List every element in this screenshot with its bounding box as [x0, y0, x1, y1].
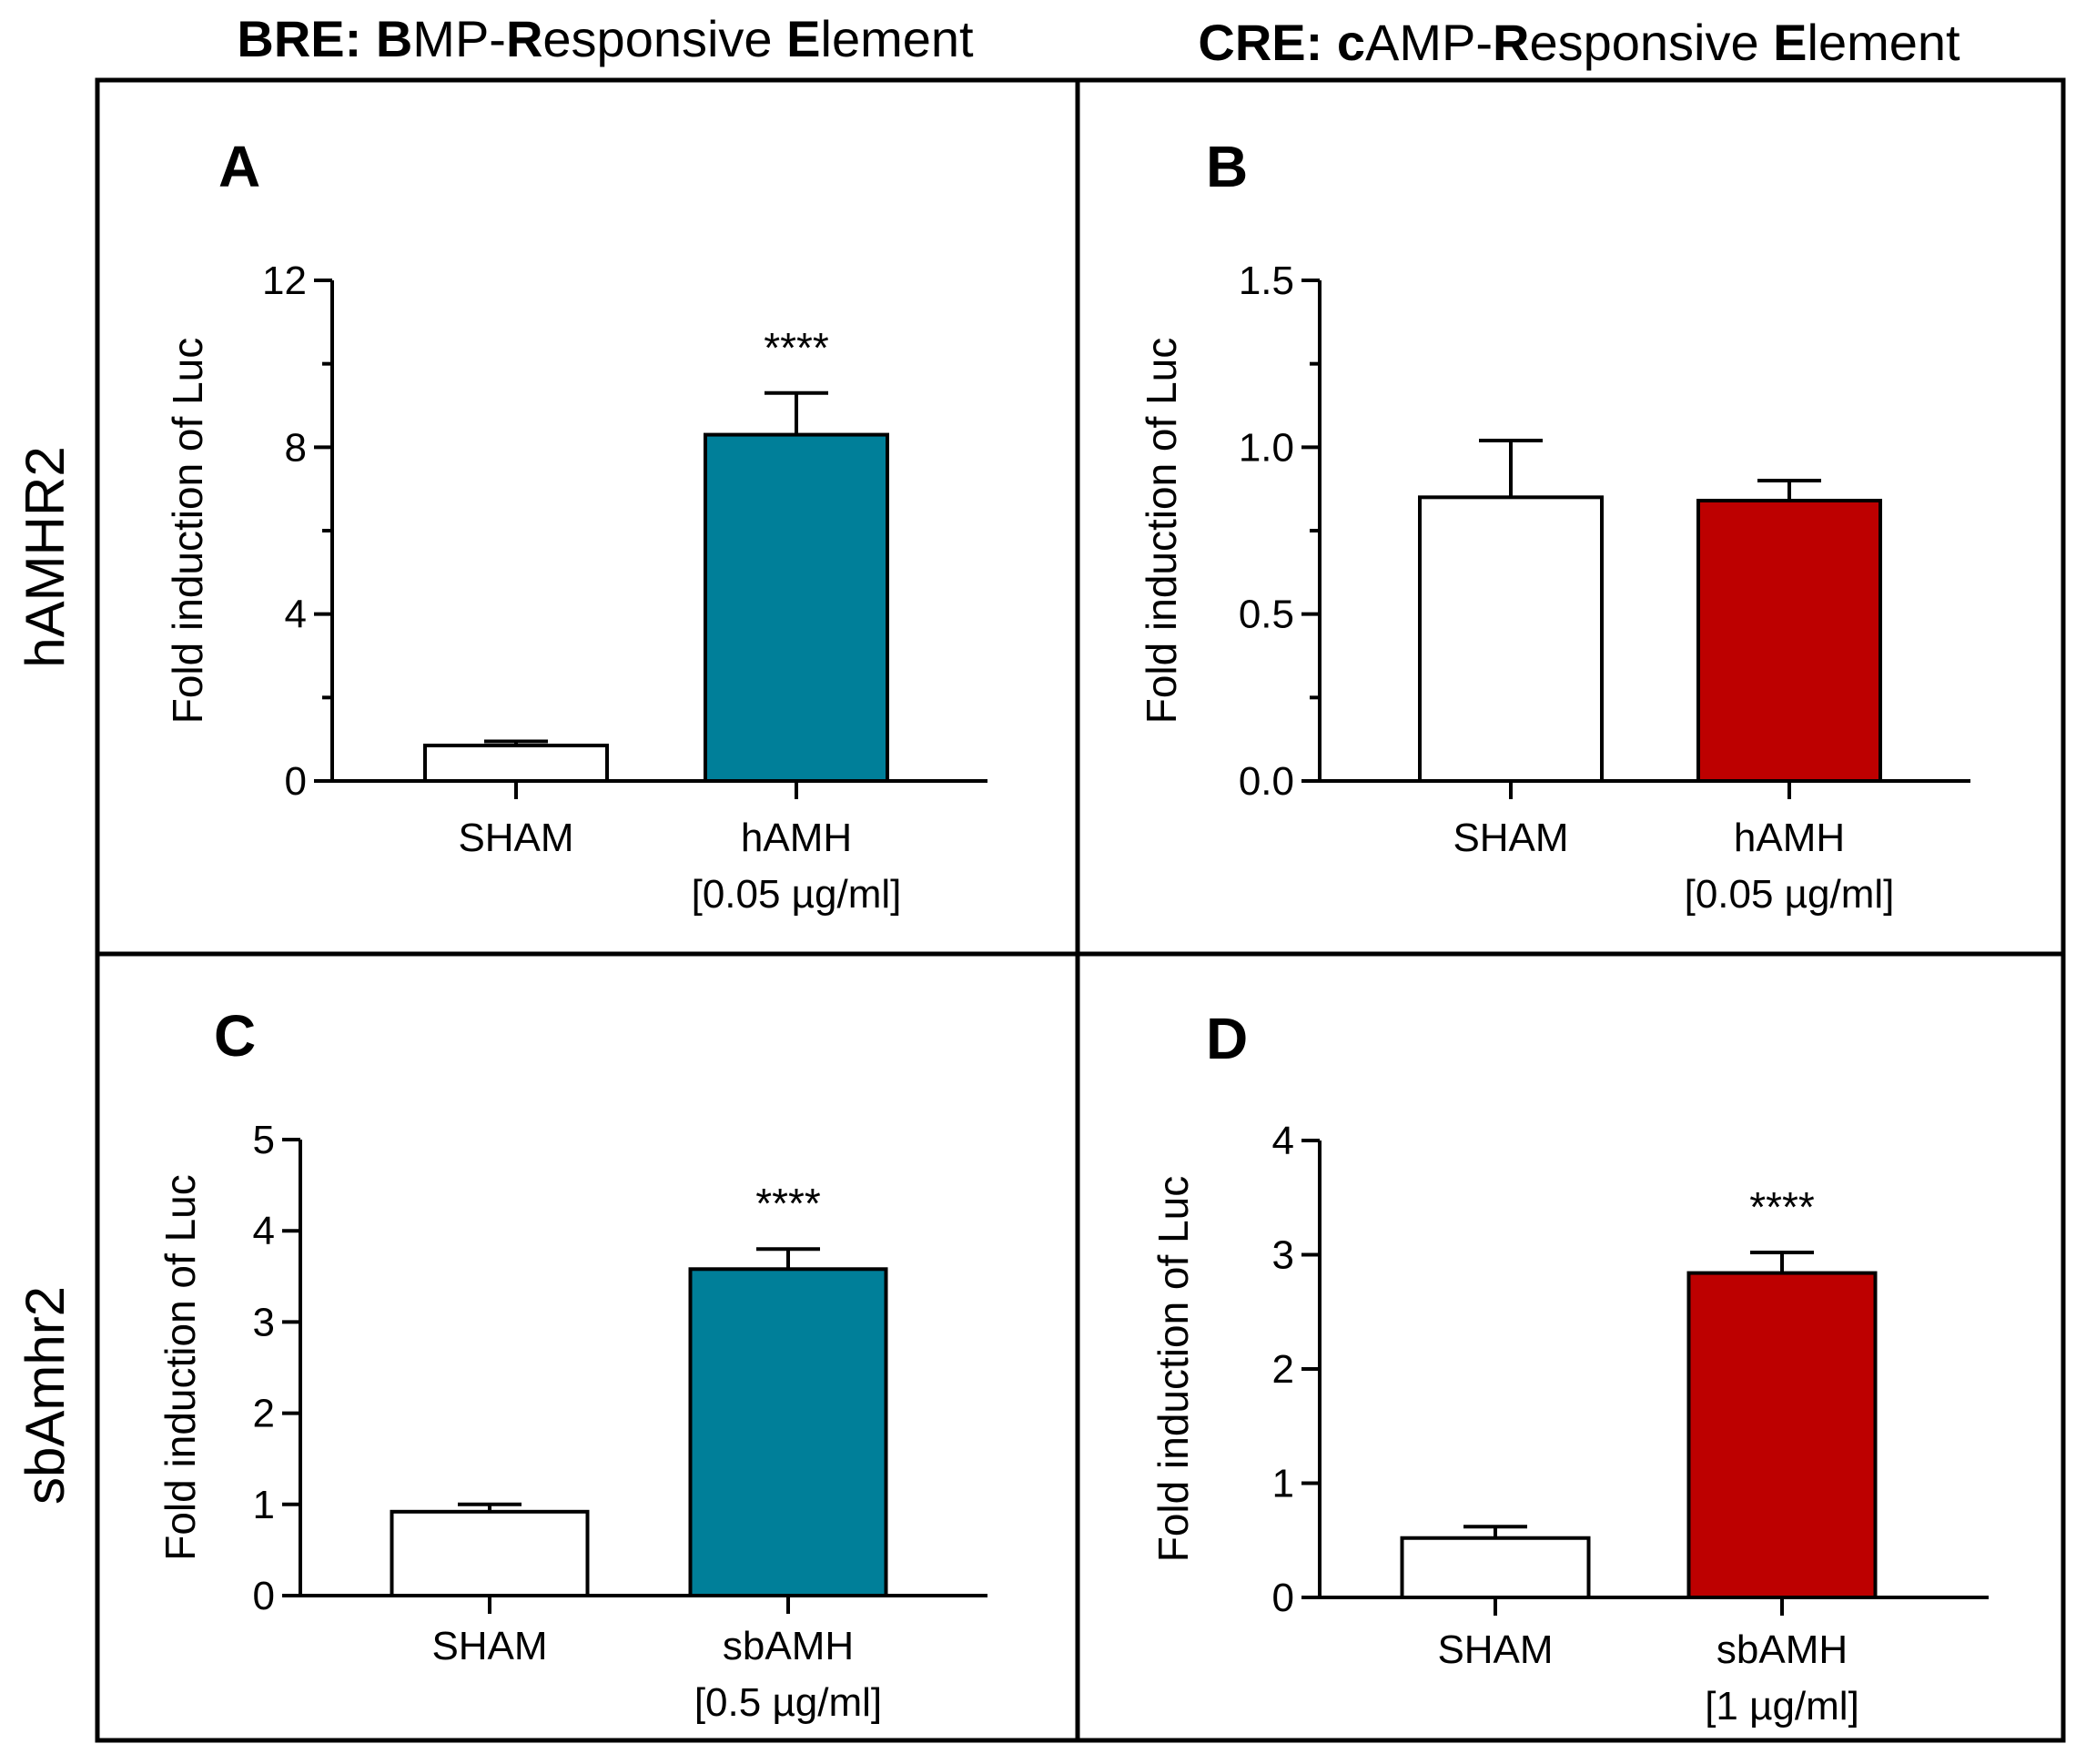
y-tick-label: 1.5	[1239, 259, 1294, 303]
y-tick-label: 12	[262, 259, 307, 303]
bar-sham	[1400, 1536, 1591, 1599]
y-tick-label: 0	[285, 759, 307, 804]
column-title-run: esponsive	[542, 10, 786, 67]
column-title-run: R	[1493, 14, 1529, 71]
significance-label: ****	[764, 324, 829, 371]
y-tick-label: 2	[253, 1392, 275, 1436]
significance-label: ****	[1749, 1183, 1815, 1231]
y-tick-label: 0.5	[1239, 593, 1294, 637]
bar-sham	[1418, 495, 1604, 783]
x-category-label: SHAM	[1453, 816, 1568, 860]
x-category-label: [1 µg/ml]	[1705, 1684, 1859, 1729]
panel-b: B Fold induction of Luc 0.0 0.5 1.0 1.5 SHAM hA…	[1138, 134, 1970, 917]
y-tick-label: 4	[285, 593, 307, 637]
bar-treatment	[688, 1267, 888, 1598]
column-title-run: esponsive	[1529, 14, 1773, 71]
x-category-label: [0.05 µg/ml]	[692, 872, 902, 917]
significance-label: ****	[755, 1180, 821, 1227]
x-category-label: sbAMH	[723, 1624, 854, 1668]
y-tick-label: 5	[253, 1118, 275, 1162]
y-tick-label: 4	[1272, 1119, 1294, 1163]
x-category-label: hAMH	[1734, 816, 1845, 860]
row-title-sbamhr2: sbAmhr2	[15, 1286, 76, 1505]
panel-a: A Fold induction of Luc 0 4 8 12 SHAM hAMH [0.05…	[164, 134, 987, 917]
y-tick-label: 1	[1272, 1462, 1294, 1506]
column-title-run: MP-	[412, 10, 506, 67]
y-axis-label: Fold induction of Luc	[1149, 1176, 1197, 1563]
panel-letter: B	[1206, 134, 1248, 199]
column-title-run: E	[1773, 14, 1807, 71]
bar-treatment	[1686, 1271, 1878, 1599]
column-title-run: B	[376, 10, 412, 67]
row-title-hamhr2: hAMHR2	[15, 446, 76, 667]
bar-sham	[390, 1509, 590, 1598]
x-category-label: [0.5 µg/ml]	[694, 1680, 882, 1725]
y-tick-label: 8	[285, 425, 307, 470]
panel-letter: A	[218, 134, 260, 199]
column-title-run: c	[1337, 14, 1365, 71]
x-category-label: SHAM	[1437, 1627, 1553, 1672]
y-tick-label: 3	[1272, 1233, 1294, 1278]
column-title-run: lement	[821, 10, 975, 67]
panel-d: D Fold induction of Luc 0 1 2 3 4 SHAM sbAMH [1 µ…	[1149, 1006, 1989, 1729]
y-tick-label: 0	[1272, 1576, 1294, 1620]
y-axis-label: Fold induction of Luc	[1138, 338, 1185, 725]
column-title-run: CRE:	[1198, 14, 1336, 71]
y-tick-label: 2	[1272, 1347, 1294, 1392]
column-title-run: lement	[1808, 14, 1961, 71]
panel-letter: D	[1206, 1006, 1248, 1071]
y-tick-label: 4	[253, 1209, 275, 1253]
y-tick-label: 1	[253, 1483, 275, 1527]
y-axis-label: Fold induction of Luc	[157, 1174, 204, 1561]
panel-letter: C	[214, 1003, 256, 1069]
column-title-run: BRE:	[237, 10, 375, 67]
bar-treatment	[1696, 499, 1882, 783]
x-category-label: SHAM	[431, 1624, 547, 1668]
panel-grid-border	[95, 77, 2066, 1743]
x-category-label: hAMH	[741, 816, 852, 860]
column-title-run: E	[786, 10, 820, 67]
x-category-label: [0.05 µg/ml]	[1685, 872, 1895, 917]
y-tick-label: 0	[253, 1574, 275, 1618]
y-axis-label: Fold induction of Luc	[164, 338, 211, 725]
bar-sham	[423, 744, 609, 784]
bar-treatment	[704, 432, 889, 783]
panel-c: C Fold induction of Luc 0 1 2 3 4 5 SHAM sbAMH [0.…	[157, 1003, 987, 1725]
y-tick-label: 3	[253, 1300, 275, 1344]
x-category-label: SHAM	[458, 816, 573, 860]
column-title-bre: BRE: BMP-Responsive Element	[237, 10, 974, 67]
column-title-cre: CRE: cAMP-Responsive Element	[1198, 14, 1960, 71]
column-title-run: AMP-	[1365, 14, 1493, 71]
y-tick-label: 1.0	[1239, 425, 1294, 470]
y-tick-label: 0.0	[1239, 759, 1294, 804]
column-title-run: R	[506, 10, 542, 67]
x-category-label: sbAMH	[1716, 1627, 1848, 1672]
